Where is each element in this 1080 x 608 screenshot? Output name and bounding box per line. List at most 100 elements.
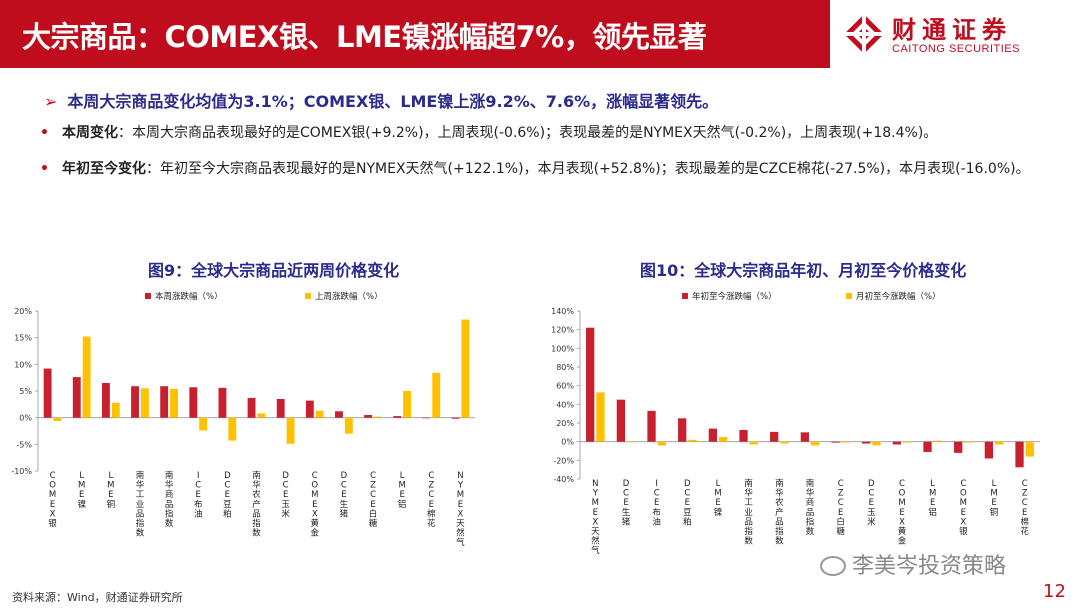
bar — [276, 399, 285, 418]
bullet-text: ：本周大宗商品表现最好的是COMEX银(+9.2%)，上周表现(-0.6%)；表… — [118, 125, 938, 141]
legend-label: 上周涨跌幅（%） — [315, 291, 383, 302]
logo-english-name: CAITONG SECURITIES — [892, 43, 1020, 55]
y-tick-label: -5% — [16, 440, 32, 449]
bar — [678, 418, 687, 442]
watermark: 李美岑投资策略 — [820, 548, 1006, 580]
x-category-label: C O M E X 黄金 — [311, 471, 320, 539]
bar — [719, 437, 728, 442]
bar — [688, 439, 697, 442]
bullet-text: ：年初至今大宗商品表现最好的是NYMEX天然气(+122.1%)，本月表现(+5… — [146, 161, 1030, 177]
bullet-ytd-change: • 年初至今变化：年初至今大宗商品表现最好的是NYMEX天然气(+122.1%)… — [40, 157, 1040, 182]
x-category-label: 南华工业品指数 — [744, 478, 753, 547]
legend-swatch — [305, 293, 311, 299]
y-tick-label: 120% — [551, 326, 574, 335]
x-category-label: 南华商品指数 — [165, 470, 174, 529]
summary-text: 本周大宗商品变化均值为3.1%；COMEX银、LME镍上涨9.2%、7.6%，涨… — [67, 92, 719, 111]
bar — [647, 410, 656, 442]
legend-label: 年初至今涨跌幅（%） — [692, 291, 777, 302]
bar — [305, 400, 314, 418]
x-category-label: D C E 玉米 — [867, 479, 876, 527]
x-category-label: D C E 玉米 — [281, 471, 290, 519]
bar — [247, 397, 256, 418]
bar — [101, 383, 110, 418]
x-category-label: 南华商品指数 — [806, 478, 815, 537]
y-tick-label: 0% — [561, 438, 574, 447]
bullet-lead: 年初至今变化 — [62, 161, 146, 177]
summary-line: ➢ 本周大宗商品变化均值为3.1%；COMEX银、LME镍上涨9.2%、7.6%，… — [44, 88, 718, 112]
bar — [984, 441, 993, 459]
legend-swatch — [682, 293, 688, 299]
x-category-label: D C E 生猪 — [340, 471, 349, 519]
y-tick-label: 20% — [14, 307, 32, 316]
bar — [586, 327, 595, 442]
bar — [286, 417, 295, 444]
y-tick-label: -40% — [553, 475, 574, 484]
bullet-dot-icon: • — [40, 161, 49, 177]
source-note: 资料来源：Wind，财通证券研究所 — [12, 591, 183, 604]
bar — [596, 392, 605, 442]
y-tick-label: 15% — [14, 334, 32, 343]
y-tick-label: 0% — [19, 414, 32, 423]
bar — [199, 417, 208, 431]
bar — [72, 377, 81, 418]
x-category-label: N Y M E X 天然气 — [591, 479, 600, 556]
bar — [160, 386, 169, 418]
x-category-label: C Z C E 棉花 — [427, 471, 436, 529]
y-tick-label: 40% — [556, 400, 574, 409]
bar — [43, 368, 52, 418]
bar — [892, 441, 901, 445]
bar — [53, 417, 62, 421]
x-category-label: C Z C E 白糖 — [836, 479, 845, 537]
bar — [954, 441, 963, 453]
bar — [616, 399, 625, 442]
bar — [995, 441, 1004, 445]
watermark-text: 李美岑投资策略 — [852, 554, 1007, 579]
bar — [315, 410, 324, 418]
bar — [872, 441, 881, 446]
bar — [964, 441, 973, 443]
bar — [393, 416, 402, 418]
bullet-lead: 本周变化 — [62, 125, 118, 141]
bar — [862, 441, 871, 444]
x-category-label: D C E 生猪 — [622, 479, 631, 527]
bar — [257, 413, 266, 418]
bullet-dot-icon: • — [40, 125, 49, 141]
bar — [422, 417, 431, 419]
bar — [800, 432, 809, 442]
bar — [403, 391, 412, 418]
bar — [841, 441, 850, 443]
bar — [831, 441, 840, 443]
bar — [923, 441, 932, 452]
x-category-label: C O M E X 黄金 — [898, 479, 907, 547]
company-logo: 财通证券 CAITONG SECURITIES — [830, 0, 1080, 68]
legend-swatch — [846, 293, 852, 299]
bar — [657, 441, 666, 446]
bar — [627, 441, 636, 443]
bar — [189, 387, 198, 418]
bar — [461, 319, 470, 418]
bar — [933, 440, 942, 442]
x-category-label: N Y M E X 天然气 — [456, 471, 465, 548]
page-title: 大宗商品：COMEX银、LME镍涨幅超7%，领先显著 — [22, 20, 707, 54]
bar — [218, 387, 227, 418]
bar — [739, 430, 748, 442]
y-tick-label: 60% — [556, 382, 574, 391]
bar — [811, 441, 820, 446]
bar — [1025, 441, 1034, 457]
bar — [780, 441, 789, 444]
logo-icon — [844, 14, 884, 54]
bar — [364, 415, 373, 418]
x-category-label: 南华农产品指数 — [252, 470, 261, 539]
bar — [344, 417, 353, 434]
legend-label: 本周涨跌幅（%） — [155, 291, 223, 302]
bar — [131, 386, 139, 418]
y-tick-label: 140% — [551, 307, 574, 316]
arrow-bullet-icon: ➢ — [44, 92, 58, 111]
y-tick-label: 100% — [551, 344, 574, 353]
bar — [451, 417, 460, 419]
